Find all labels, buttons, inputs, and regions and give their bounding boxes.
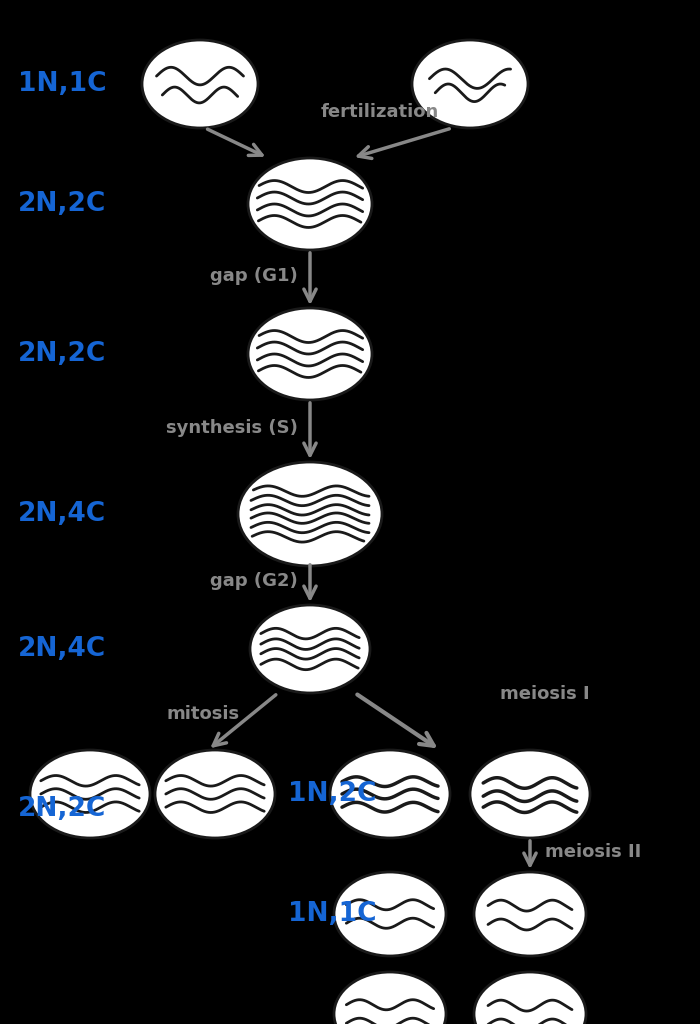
Ellipse shape	[334, 872, 446, 956]
Ellipse shape	[412, 40, 528, 128]
Text: 2N,2C: 2N,2C	[18, 796, 106, 822]
Text: gap (G2): gap (G2)	[210, 572, 298, 590]
Text: 2N,4C: 2N,4C	[18, 636, 106, 662]
Ellipse shape	[142, 40, 258, 128]
Text: 2N,2C: 2N,2C	[18, 341, 106, 367]
Text: 2N,4C: 2N,4C	[18, 501, 106, 527]
Ellipse shape	[238, 462, 382, 566]
Text: 2N,2C: 2N,2C	[18, 191, 106, 217]
Text: gap (G1): gap (G1)	[210, 267, 298, 285]
Ellipse shape	[470, 750, 590, 838]
Text: fertilization: fertilization	[321, 103, 439, 121]
Ellipse shape	[248, 158, 372, 250]
Text: meiosis II: meiosis II	[545, 843, 641, 861]
Text: meiosis I: meiosis I	[500, 685, 589, 703]
Text: mitosis: mitosis	[167, 705, 240, 723]
Text: 1N,1C: 1N,1C	[18, 71, 106, 97]
Text: synthesis (S): synthesis (S)	[166, 419, 298, 437]
Ellipse shape	[474, 872, 586, 956]
Ellipse shape	[250, 605, 370, 693]
Text: 1N,1C: 1N,1C	[288, 901, 377, 927]
Ellipse shape	[155, 750, 275, 838]
Ellipse shape	[330, 750, 450, 838]
Ellipse shape	[334, 972, 446, 1024]
Ellipse shape	[248, 308, 372, 400]
Ellipse shape	[30, 750, 150, 838]
Ellipse shape	[474, 972, 586, 1024]
Text: 1N,2C: 1N,2C	[288, 781, 377, 807]
